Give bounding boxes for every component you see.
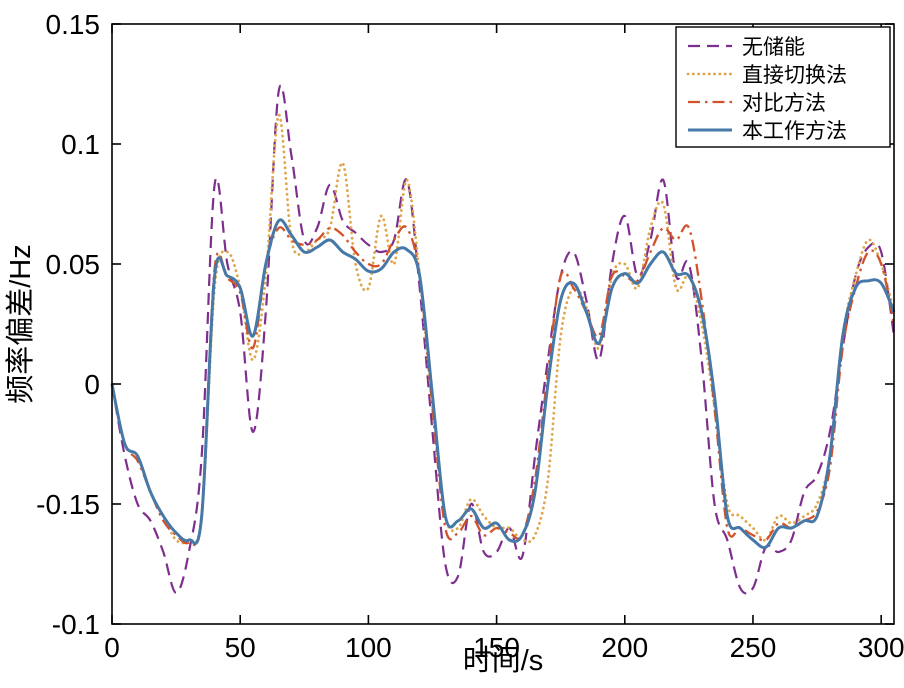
- x-tick-label: 100: [345, 632, 392, 663]
- x-tick-label: 50: [225, 632, 256, 663]
- y-tick-label: 0: [84, 369, 100, 400]
- legend-label-0: 无储能: [742, 36, 805, 59]
- plot-border: [111, 23, 895, 625]
- legend-label-3: 本工作方法: [742, 120, 847, 143]
- x-tick-label: 300: [858, 632, 904, 663]
- series-line-2: [110, 224, 896, 547]
- series-line-1: [110, 113, 896, 545]
- x-tick-label: 150: [473, 632, 520, 663]
- y-tick-label: -0.1: [52, 609, 100, 640]
- y-tick-label: -0.15: [36, 489, 100, 520]
- x-tick-label: 200: [601, 632, 648, 663]
- series-line-3: [110, 218, 896, 550]
- legend-label-1: 直接切换法: [742, 64, 847, 87]
- y-tick-label: 0.05: [46, 249, 101, 280]
- x-tick-label: 0: [104, 632, 120, 663]
- x-tick-label: 250: [730, 632, 777, 663]
- x-axis-label: 时间/s: [463, 644, 544, 677]
- series-line-0: [110, 84, 896, 595]
- y-axis-label: 频率偏差/Hz: [4, 244, 37, 404]
- y-tick-label: 0.15: [46, 9, 101, 40]
- legend-label-2: 对比方法: [742, 92, 826, 115]
- y-tick-label: 0.1: [61, 129, 100, 160]
